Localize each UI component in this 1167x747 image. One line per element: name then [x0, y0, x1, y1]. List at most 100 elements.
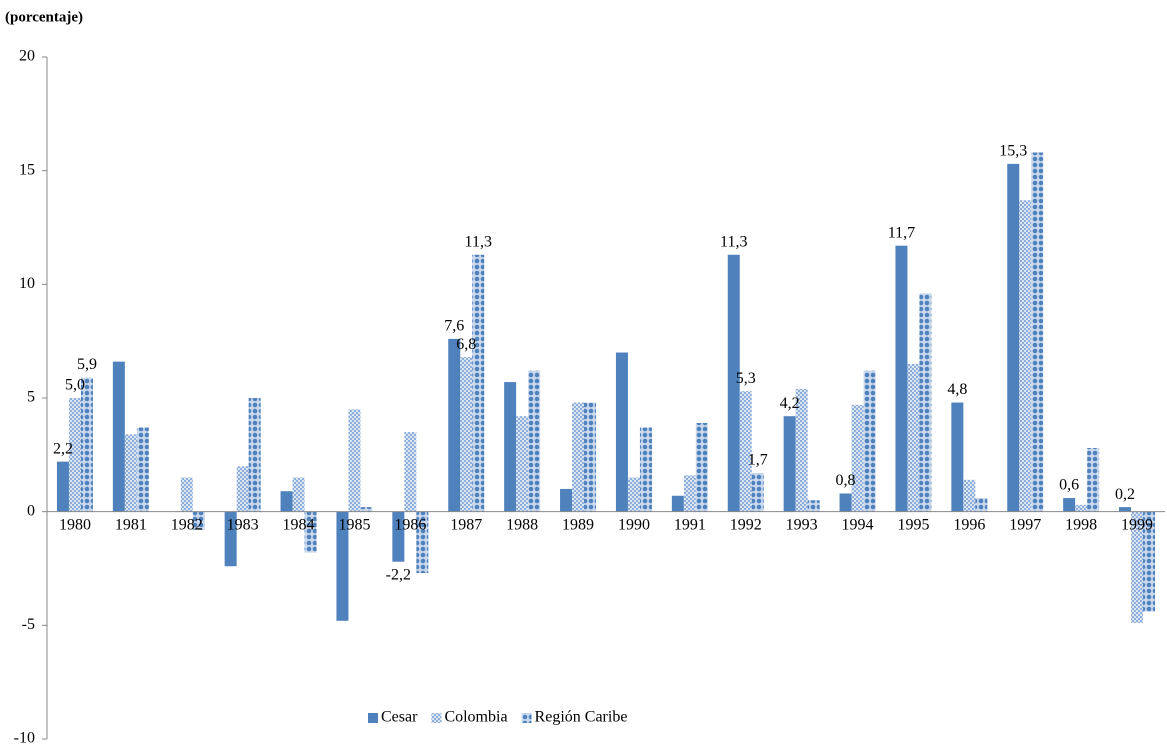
data-label: 1,7	[748, 452, 768, 469]
x-tick-label: 1983	[227, 516, 259, 533]
bar	[416, 511, 429, 574]
bar	[80, 377, 93, 512]
data-label: 11,7	[888, 224, 915, 241]
bar	[572, 402, 585, 512]
bar	[1143, 511, 1156, 612]
bar	[460, 357, 473, 512]
bar	[124, 434, 137, 512]
bar	[907, 363, 920, 512]
x-tick-label: 1994	[842, 516, 874, 533]
legend-swatch	[368, 713, 378, 723]
bar	[1119, 507, 1132, 512]
x-tick-label: 1996	[953, 516, 985, 533]
x-tick-label: 1998	[1065, 516, 1097, 533]
bar	[404, 432, 417, 512]
x-tick-label: 1981	[115, 516, 147, 533]
x-tick-label: 1990	[618, 516, 650, 533]
bar	[615, 352, 628, 512]
data-label: 0,8	[836, 472, 856, 489]
bar	[112, 361, 125, 512]
y-tick-label: -5	[22, 616, 35, 633]
bar	[795, 388, 808, 512]
data-label: 15,3	[999, 143, 1027, 160]
x-tick-label: 1982	[171, 516, 203, 533]
x-tick-label: 1988	[506, 516, 538, 533]
data-label: 5,3	[736, 370, 756, 387]
x-tick-label: 1992	[730, 516, 762, 533]
data-label: 4,8	[947, 381, 967, 398]
bar	[560, 488, 573, 512]
y-tick-label: 5	[27, 389, 35, 406]
bar	[807, 500, 820, 512]
bar	[68, 398, 81, 512]
bar	[1087, 448, 1100, 512]
x-tick-label: 1985	[338, 516, 370, 533]
legend-swatch	[431, 713, 442, 723]
y-tick-label: 20	[19, 48, 35, 65]
bar	[639, 427, 652, 512]
axis-title: (porcentaje)	[5, 9, 83, 25]
data-label: 2,2	[53, 440, 73, 457]
data-label: 7,6	[444, 318, 464, 335]
bar	[951, 402, 964, 512]
bar	[236, 466, 249, 512]
bar	[1063, 498, 1076, 512]
bar	[280, 491, 293, 512]
data-label: 6,8	[456, 336, 476, 353]
bar	[504, 382, 517, 512]
bar	[671, 495, 684, 512]
bar	[224, 511, 237, 567]
bar	[1075, 504, 1088, 512]
bar	[392, 511, 405, 562]
bar	[292, 477, 305, 512]
bar	[739, 391, 752, 512]
data-label: 0,6	[1059, 477, 1079, 494]
bar	[919, 293, 932, 512]
y-tick-label: 0	[27, 502, 35, 519]
y-tick-label: 15	[19, 161, 35, 178]
bar	[192, 511, 205, 530]
bar	[304, 511, 317, 553]
legend-label: Cesar	[381, 709, 418, 726]
bar	[248, 398, 261, 512]
bar	[1019, 200, 1032, 512]
bar	[360, 507, 373, 512]
bar	[863, 370, 876, 512]
y-tick-label: -10	[14, 730, 35, 747]
legend-label: Colombia	[444, 709, 507, 726]
bar	[180, 477, 193, 512]
bar	[751, 473, 764, 512]
x-tick-label: 1986	[394, 516, 426, 533]
bar	[1031, 152, 1044, 512]
legend-label: Región Caribe	[535, 709, 628, 726]
bar	[1007, 163, 1020, 512]
legend-swatch	[521, 713, 532, 723]
bar	[528, 370, 541, 512]
x-tick-label: 1987	[450, 516, 482, 533]
bar	[448, 338, 461, 512]
x-tick-label: 1984	[283, 516, 315, 533]
bar	[136, 427, 149, 512]
x-tick-label: 1997	[1009, 516, 1041, 533]
data-label: 5,0	[65, 377, 85, 394]
bar	[348, 409, 361, 512]
bar	[56, 461, 69, 512]
bar	[895, 245, 908, 512]
bar	[1131, 511, 1144, 624]
bar	[963, 479, 976, 512]
bar	[516, 416, 529, 512]
x-tick-label: 1995	[897, 516, 929, 533]
x-tick-label: 1993	[786, 516, 818, 533]
data-label: 11,3	[465, 233, 492, 250]
bar	[627, 477, 640, 512]
data-label: -2,2	[386, 566, 411, 583]
bar	[683, 475, 696, 512]
y-tick-label: 10	[19, 275, 35, 292]
x-tick-label: 1980	[59, 516, 91, 533]
x-tick-label: 1991	[674, 516, 706, 533]
data-label: 0,2	[1115, 486, 1135, 503]
bar	[336, 511, 349, 621]
data-label: 11,3	[720, 233, 747, 250]
bar	[584, 402, 597, 512]
